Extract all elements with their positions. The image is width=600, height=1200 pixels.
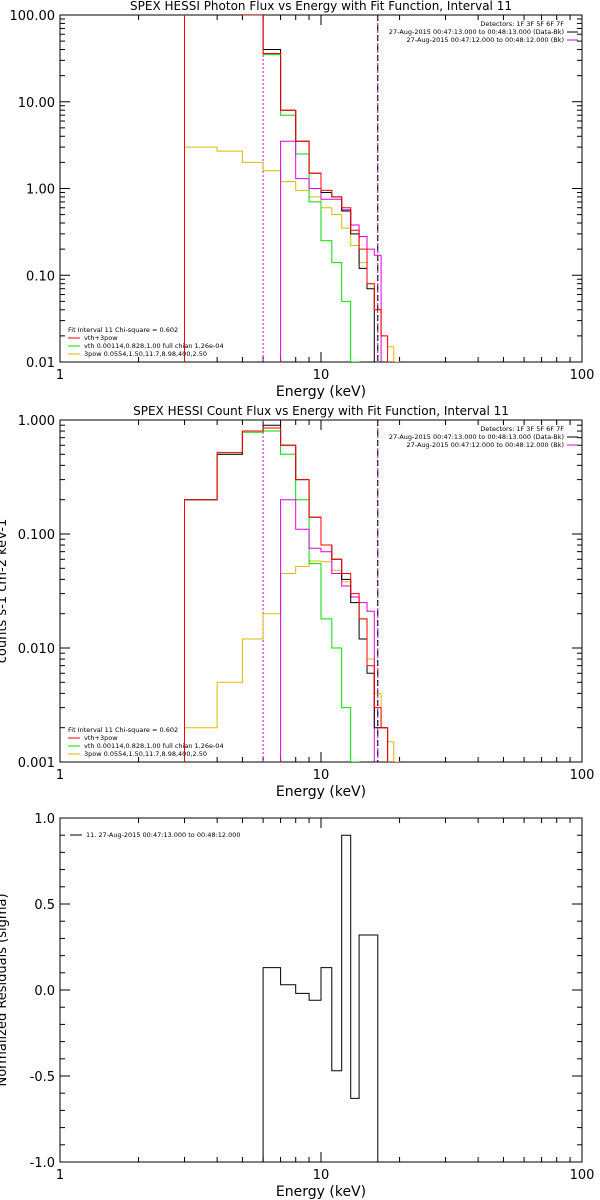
y-tick-label: 0.5 bbox=[34, 898, 55, 913]
series-bkg bbox=[280, 499, 375, 762]
legend-text: vth+3pow bbox=[84, 734, 118, 742]
series-data bbox=[184, 15, 389, 362]
y-tick-label: 100.00 bbox=[10, 9, 56, 24]
plot-panel-1: SPEX HESSI Photon Flux vs Energy with Fi… bbox=[10, 0, 595, 400]
plot-data bbox=[184, 15, 401, 362]
y-tick-label: 1.00 bbox=[26, 183, 55, 198]
x-axis-label: Energy (keV) bbox=[276, 784, 366, 800]
plot-title: SPEX HESSI Photon Flux vs Energy with Fi… bbox=[130, 0, 512, 13]
y-tick-label: 0.100 bbox=[18, 528, 55, 543]
legend-text: vth+3pow bbox=[84, 334, 118, 342]
legend-text: 27-Aug-2015 00:47:12.000 to 00:48:12.000… bbox=[407, 36, 564, 44]
plot-data bbox=[262, 834, 379, 1162]
x-tick-label: 10 bbox=[313, 768, 330, 783]
x-tick-label: 100 bbox=[570, 368, 595, 383]
series-bkg bbox=[280, 140, 382, 362]
x-tick-label: 1 bbox=[56, 368, 64, 383]
plot-panel-3: 1 10 100 -1.0 -0.5 0.0 0.5 1.0 Energy (keV) Norma… bbox=[0, 812, 594, 1200]
legend-text: Fit Interval 11 Chi-square = 0.602 bbox=[68, 726, 178, 734]
x-tick-label: 100 bbox=[570, 1168, 595, 1183]
y-tick-label: -1.0 bbox=[30, 1156, 55, 1171]
x-tick-label: 10 bbox=[313, 1168, 330, 1183]
x-tick-label: 1 bbox=[56, 768, 64, 783]
legend-text: 3pow 0.0554,1.50,11.7,8.98,400,2.50 bbox=[84, 350, 207, 358]
x-axis-label: Energy (keV) bbox=[276, 384, 366, 400]
plot-data bbox=[184, 420, 401, 762]
legend-text: 3pow 0.0554,1.50,11.7,8.98,400,2.50 bbox=[84, 750, 207, 758]
series-total bbox=[184, 427, 395, 762]
series-pow bbox=[184, 560, 401, 762]
legend-text: Fit Interval 11 Chi-square = 0.602 bbox=[68, 326, 178, 334]
plot-legend: 11. 27-Aug-2015 00:47:13.000 to 00:48:12… bbox=[70, 831, 241, 839]
legend-text: 27-Aug-2015 00:47:13.000 to 00:48:13.000… bbox=[389, 28, 564, 36]
series-total bbox=[184, 15, 395, 362]
x-tick-label: 10 bbox=[313, 368, 330, 383]
y-tick-label: 1.000 bbox=[18, 414, 55, 429]
series-vth bbox=[184, 15, 360, 362]
y-axis-label: counts s-1 cm-2 keV-1 bbox=[0, 519, 10, 664]
x-tick-label: 1 bbox=[56, 1168, 64, 1183]
y-tick-label: 10.00 bbox=[18, 96, 55, 111]
y-tick-label: -0.5 bbox=[30, 1070, 55, 1085]
y-tick-label: 1.0 bbox=[34, 812, 55, 827]
y-tick-label: 0.001 bbox=[18, 756, 55, 771]
legend-text: vth 0.00114,0.828,1.00 full chian 1.26e-… bbox=[84, 742, 224, 750]
y-tick-label: 0.10 bbox=[26, 269, 55, 284]
y-axis-label: Normalized Residuals (sigma) bbox=[0, 893, 10, 1086]
x-tick-label: 100 bbox=[570, 768, 595, 783]
legend-text: 27-Aug-2015 00:47:13.000 to 00:48:13.000… bbox=[389, 433, 564, 441]
legend-text: Detectors: 1F 3F 5F 6F 7F bbox=[480, 20, 564, 28]
plot-title: SPEX HESSI Count Flux vs Energy with Fit… bbox=[133, 404, 509, 418]
legend-text: 27-Aug-2015 00:47:12.000 to 00:48:12.000… bbox=[407, 441, 564, 449]
y-tick-label: 0.0 bbox=[34, 984, 55, 999]
legend-text: vth 0.00114,0.828,1.00 full chian 1.26e-… bbox=[84, 342, 224, 350]
legend-text: 11. 27-Aug-2015 00:47:13.000 to 00:48:12… bbox=[86, 831, 241, 839]
legend-text: Detectors: 1F 3F 5F 6F 7F bbox=[480, 425, 564, 433]
plot-panel-2: SPEX HESSI Count Flux vs Energy with Fit… bbox=[0, 404, 595, 800]
x-axis-label: Energy (keV) bbox=[276, 1184, 366, 1200]
y-tick-label: 0.01 bbox=[26, 356, 55, 371]
y-tick-label: 0.010 bbox=[18, 642, 55, 657]
series-data bbox=[262, 834, 379, 1162]
